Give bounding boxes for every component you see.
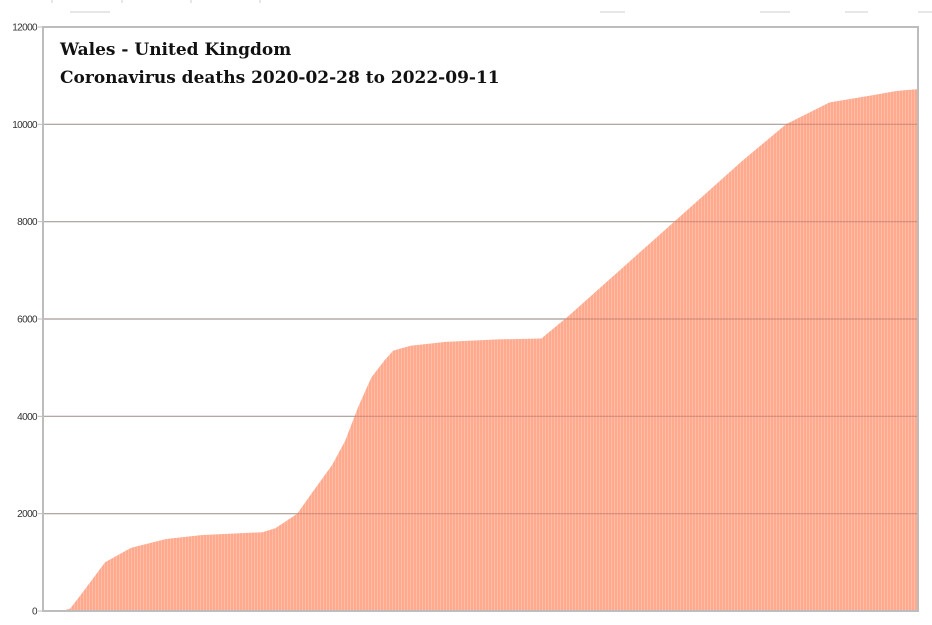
y-tick-label: 12000 bbox=[12, 23, 38, 34]
y-tick-label: 8000 bbox=[17, 217, 38, 228]
top-crop-marks bbox=[51, 0, 932, 13]
y-tick-label: 10000 bbox=[12, 120, 38, 131]
chart-subtitle: Coronavirus deaths 2020-02-28 to 2022-09… bbox=[60, 68, 500, 88]
deaths-bars bbox=[44, 89, 917, 612]
y-tick-label: 2000 bbox=[17, 509, 38, 520]
y-tick-label: 4000 bbox=[17, 412, 38, 423]
y-gridlines-overlay bbox=[44, 123, 917, 515]
y-tick-label: 0 bbox=[32, 607, 38, 618]
y-tick-label: 6000 bbox=[17, 315, 38, 326]
chart-title: Wales - United Kingdom bbox=[59, 40, 291, 60]
y-axis: 0 2000 4000 6000 8000 10000 12000 bbox=[12, 23, 43, 618]
